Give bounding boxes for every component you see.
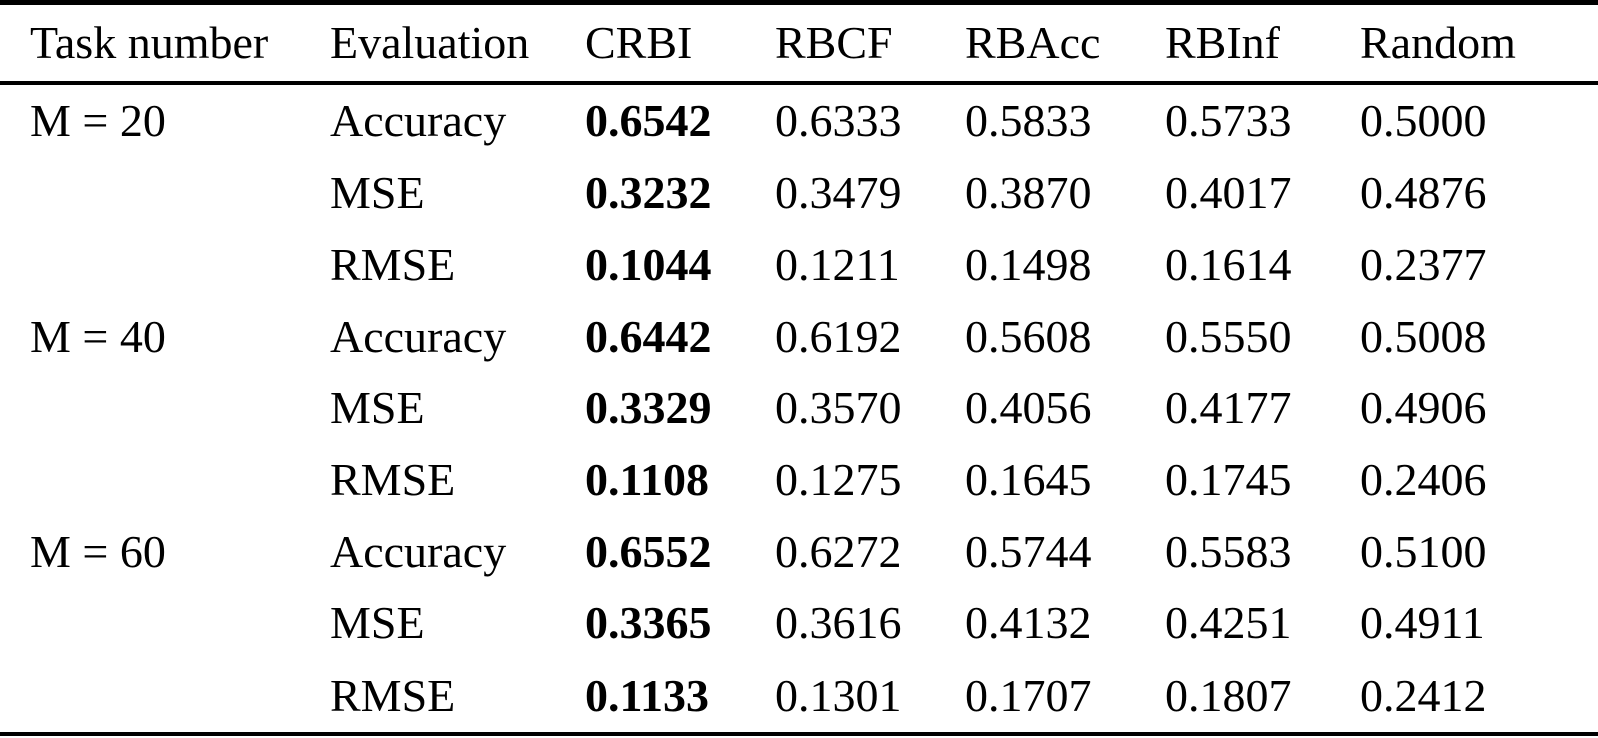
value-cell-crbi: 0.1133 <box>585 669 709 721</box>
value-cell-rbinf: 0.1745 <box>1165 453 1292 505</box>
value-cell-random: 0.4876 <box>1360 167 1487 219</box>
evaluation-cell: RMSE <box>330 669 456 721</box>
task-cell <box>0 587 300 659</box>
header-cell-evaluation: Evaluation <box>300 2 555 85</box>
evaluation-cell: Accuracy <box>330 310 507 362</box>
task-cell <box>0 157 300 229</box>
value-cell-rbcf: 0.6333 <box>775 94 902 146</box>
table-row: M = 20 Accuracy 0.6542 0.6333 0.5833 0.5… <box>0 83 1598 158</box>
value-cell-rbcf: 0.6192 <box>775 310 902 362</box>
task-cell: M = 20 <box>30 94 166 146</box>
value-cell-rbacc: 0.3870 <box>965 167 1092 219</box>
value-cell-random: 0.2377 <box>1360 238 1487 290</box>
header-cell-random: Random <box>1340 2 1598 85</box>
value-cell-crbi: 0.6552 <box>585 525 712 577</box>
value-cell-rbcf: 0.1211 <box>775 238 900 290</box>
value-cell-rbcf: 0.3479 <box>775 167 902 219</box>
value-cell-random: 0.5100 <box>1360 525 1487 577</box>
value-cell-crbi: 0.3365 <box>585 597 712 649</box>
value-cell-rbacc: 0.5608 <box>965 310 1092 362</box>
value-cell-rbacc: 0.4056 <box>965 382 1092 434</box>
table-row: MSE 0.3365 0.3616 0.4132 0.4251 0.4911 <box>0 587 1598 659</box>
value-cell-crbi: 0.1108 <box>585 453 709 505</box>
table-row: RMSE 0.1044 0.1211 0.1498 0.1614 0.2377 <box>0 229 1598 301</box>
value-cell-crbi: 0.6442 <box>585 310 712 362</box>
value-cell-rbinf: 0.5583 <box>1165 525 1292 577</box>
header-row: Task number Evaluation CRBI RBCF RBAcc R… <box>0 2 1598 85</box>
table-row: M = 60 Accuracy 0.6552 0.6272 0.5744 0.5… <box>0 516 1598 588</box>
table-row: MSE 0.3329 0.3570 0.4056 0.4177 0.4906 <box>0 372 1598 444</box>
value-cell-rbacc: 0.5744 <box>965 525 1092 577</box>
evaluation-cell: MSE <box>330 167 425 219</box>
evaluation-cell: MSE <box>330 382 425 434</box>
task-cell <box>0 444 300 516</box>
header-cell-rbinf: RBInf <box>1150 2 1340 85</box>
task-cell <box>0 659 300 734</box>
task-cell <box>0 229 300 301</box>
value-cell-rbcf: 0.1301 <box>775 669 902 721</box>
evaluation-cell: MSE <box>330 597 425 649</box>
evaluation-cell: Accuracy <box>330 525 507 577</box>
value-cell-rbcf: 0.1275 <box>775 453 902 505</box>
value-cell-rbcf: 0.3570 <box>775 382 902 434</box>
table-row: RMSE 0.1108 0.1275 0.1645 0.1745 0.2406 <box>0 444 1598 516</box>
value-cell-rbacc: 0.1707 <box>965 669 1092 721</box>
task-cell: M = 40 <box>30 310 166 362</box>
value-cell-crbi: 0.3232 <box>585 167 712 219</box>
value-cell-rbacc: 0.1498 <box>965 238 1092 290</box>
value-cell-rbinf: 0.4017 <box>1165 167 1292 219</box>
task-cell <box>0 372 300 444</box>
evaluation-cell: Accuracy <box>330 94 507 146</box>
header-cell-rbcf: RBCF <box>745 2 940 85</box>
value-cell-random: 0.2406 <box>1360 453 1487 505</box>
header-cell-crbi: CRBI <box>555 2 745 85</box>
value-cell-crbi: 0.3329 <box>585 382 712 434</box>
table-row: MSE 0.3232 0.3479 0.3870 0.4017 0.4876 <box>0 157 1598 229</box>
value-cell-rbcf: 0.6272 <box>775 525 902 577</box>
value-cell-random: 0.5000 <box>1360 94 1487 146</box>
evaluation-cell: RMSE <box>330 453 456 505</box>
value-cell-crbi: 0.1044 <box>585 238 712 290</box>
value-cell-rbacc: 0.5833 <box>965 94 1092 146</box>
value-cell-random: 0.5008 <box>1360 310 1487 362</box>
value-cell-rbinf: 0.4251 <box>1165 597 1292 649</box>
value-cell-rbacc: 0.1645 <box>965 453 1092 505</box>
value-cell-random: 0.2412 <box>1360 669 1487 721</box>
value-cell-rbinf: 0.1807 <box>1165 669 1292 721</box>
value-cell-rbcf: 0.3616 <box>775 597 902 649</box>
table-row: M = 40 Accuracy 0.6442 0.6192 0.5608 0.5… <box>0 301 1598 373</box>
header-cell-rbacc: RBAcc <box>940 2 1150 85</box>
value-cell-random: 0.4906 <box>1360 382 1487 434</box>
task-cell: M = 60 <box>30 525 166 577</box>
value-cell-rbinf: 0.5733 <box>1165 94 1292 146</box>
table-row: RMSE 0.1133 0.1301 0.1707 0.1807 0.2412 <box>0 659 1598 734</box>
value-cell-crbi: 0.6542 <box>585 94 712 146</box>
value-cell-rbinf: 0.1614 <box>1165 238 1292 290</box>
evaluation-cell: RMSE <box>330 238 456 290</box>
value-cell-rbacc: 0.4132 <box>965 597 1092 649</box>
value-cell-rbinf: 0.5550 <box>1165 310 1292 362</box>
value-cell-rbinf: 0.4177 <box>1165 382 1292 434</box>
header-cell-task-number: Task number <box>0 2 300 85</box>
value-cell-random: 0.4911 <box>1360 597 1485 649</box>
